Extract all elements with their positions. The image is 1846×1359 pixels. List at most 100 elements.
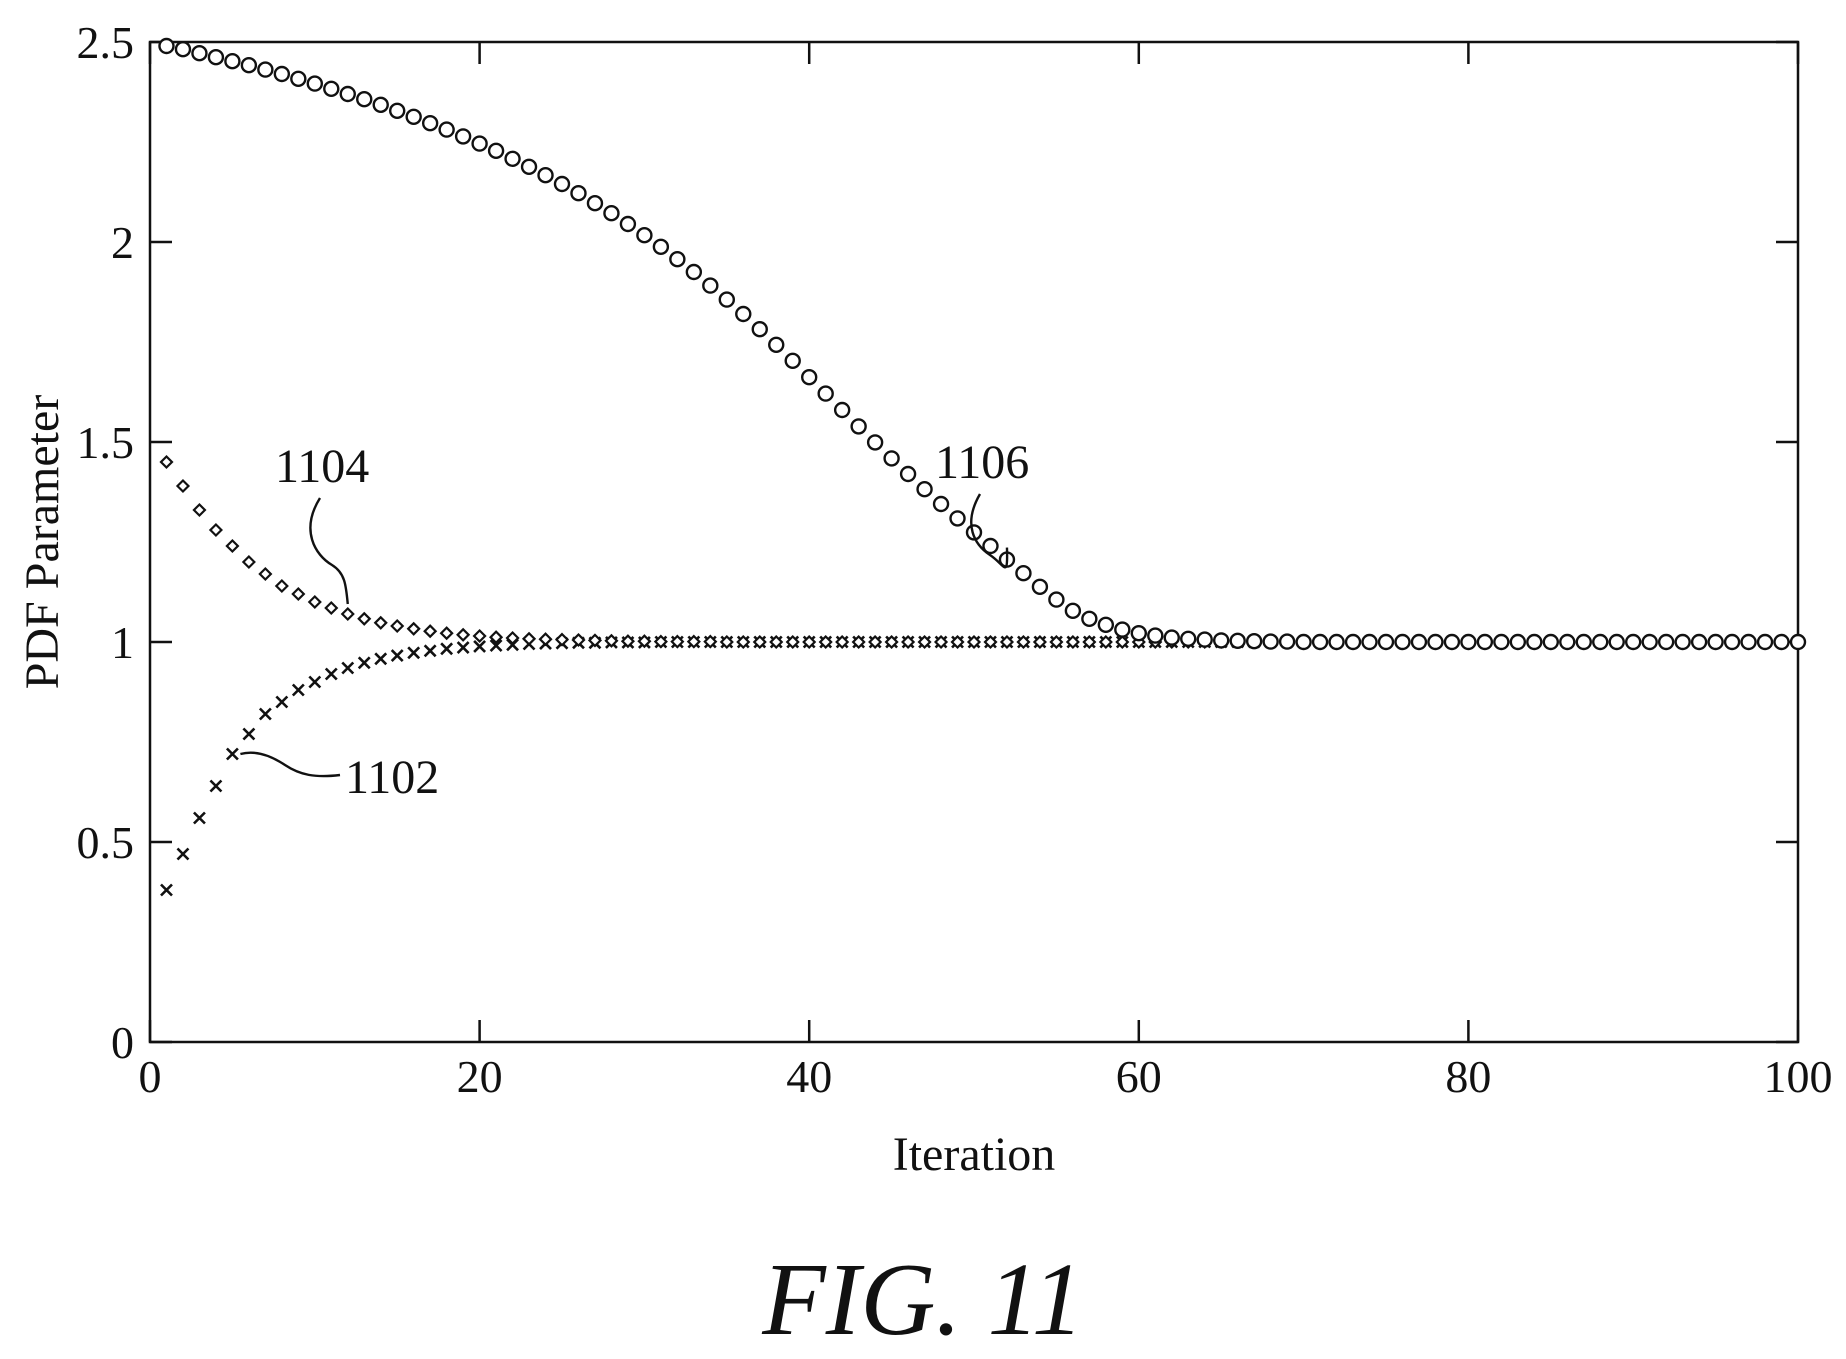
data-point-circle (1690, 633, 1708, 651)
data-point-diamond (208, 522, 223, 538)
y-tick-label: 0 (111, 1017, 134, 1068)
data-point-diamond (933, 634, 949, 650)
data-point-circle (471, 135, 488, 152)
data-point-diamond (225, 538, 240, 554)
data-point-diamond (802, 634, 817, 650)
data-point-x (423, 644, 437, 658)
data-point-diamond (390, 618, 405, 634)
data-point-diamond (489, 630, 504, 645)
data-point-diamond (785, 634, 800, 650)
data-point-circle (1394, 633, 1411, 651)
data-point-diamond (1065, 634, 1080, 650)
data-point-diamond (423, 624, 438, 639)
callout-leader-1102 (240, 751, 341, 778)
data-point-circle (768, 336, 785, 353)
callout-leader-1106 (970, 493, 1009, 569)
data-point-x (225, 747, 239, 761)
data-point-diamond (324, 600, 339, 616)
data-point-circle (158, 37, 175, 55)
data-point-x (324, 667, 338, 681)
data-point-diamond (653, 634, 668, 649)
data-point-circle (833, 401, 851, 419)
data-point-circle (1410, 633, 1428, 651)
data-point-circle (1674, 633, 1691, 651)
data-point-circle (1624, 633, 1642, 651)
data-point-circle (421, 114, 439, 132)
x-axis-label: Iteration (893, 1128, 1056, 1181)
callout-label-1104: 1104 (275, 440, 369, 493)
data-point-circle (438, 121, 455, 138)
data-point-diamond (769, 634, 784, 650)
data-point-x (489, 639, 503, 653)
data-point-x (374, 652, 388, 666)
data-point-circle (1493, 633, 1510, 651)
data-point-circle (389, 102, 406, 120)
data-point-diamond (439, 626, 454, 641)
data-point-circle (1147, 627, 1164, 644)
data-point-circle (1476, 633, 1494, 651)
data-point-diamond (736, 634, 751, 650)
data-point-diamond (307, 594, 322, 610)
y-axis-label: PDF Parameter (16, 395, 69, 690)
data-point-circle (1328, 633, 1345, 651)
data-point-circle (949, 510, 966, 527)
data-point-diamond (703, 634, 718, 649)
data-point-circle (290, 70, 307, 88)
data-point-circle (1344, 633, 1362, 651)
data-point-diamond (1049, 634, 1064, 650)
data-point-diamond (373, 615, 388, 630)
data-point-circle (174, 41, 192, 58)
callout-label-1106: 1106 (935, 436, 1029, 489)
y-tick-label: 0.5 (77, 817, 135, 868)
data-point-circle (751, 321, 768, 338)
x-tick-label: 80 (1445, 1051, 1491, 1102)
plot-frame (148, 40, 1800, 1044)
data-point-circle (1756, 633, 1774, 651)
data-point-circle (1608, 633, 1625, 651)
data-point-circle (899, 465, 917, 483)
data-point-circle (1245, 633, 1263, 650)
data-point-diamond (587, 633, 603, 648)
data-point-diamond (571, 632, 586, 648)
data-point-circle (1163, 629, 1180, 646)
data-point-x (473, 639, 487, 653)
data-point-circle (1081, 610, 1098, 627)
data-point-circle (207, 49, 225, 66)
data-point-diamond (241, 554, 256, 570)
y-tick-label: 1 (111, 617, 134, 668)
data-point-diamond (1032, 634, 1047, 650)
data-point-circle (273, 65, 291, 83)
data-point-x (209, 779, 223, 793)
data-point-circle (257, 61, 274, 78)
data-point-circle (1526, 633, 1543, 651)
data-point-diamond (868, 634, 883, 650)
data-point-circle (1015, 565, 1032, 582)
data-point-circle (1592, 633, 1609, 651)
data-point-diamond (851, 634, 866, 650)
data-point-circle (1097, 616, 1115, 633)
data-point-circle (1377, 633, 1395, 651)
data-point-diamond (538, 632, 553, 647)
data-point-circle (1707, 633, 1724, 651)
data-point-x (390, 649, 404, 663)
data-point-diamond (950, 634, 965, 650)
data-point-circle (1114, 621, 1131, 638)
data-point-diamond (192, 502, 207, 518)
data-point-circle (685, 263, 703, 281)
data-point-diamond (175, 478, 191, 494)
data-point-circle (520, 158, 538, 176)
data-point-diamond (604, 633, 619, 648)
figure-caption: FIG. 11 (762, 1242, 1084, 1357)
data-point-circle (1575, 633, 1592, 651)
data-point-x (440, 642, 454, 656)
callout-leader-1104 (309, 497, 349, 605)
data-point-circle (932, 495, 950, 513)
data-point-x (308, 675, 322, 689)
x-tick-label: 100 (1764, 1051, 1833, 1102)
data-point-diamond (1082, 634, 1097, 650)
data-point-diamond (620, 634, 635, 649)
data-point-x (341, 661, 355, 675)
data-point-diamond (521, 631, 537, 646)
data-point-circle (850, 418, 867, 435)
